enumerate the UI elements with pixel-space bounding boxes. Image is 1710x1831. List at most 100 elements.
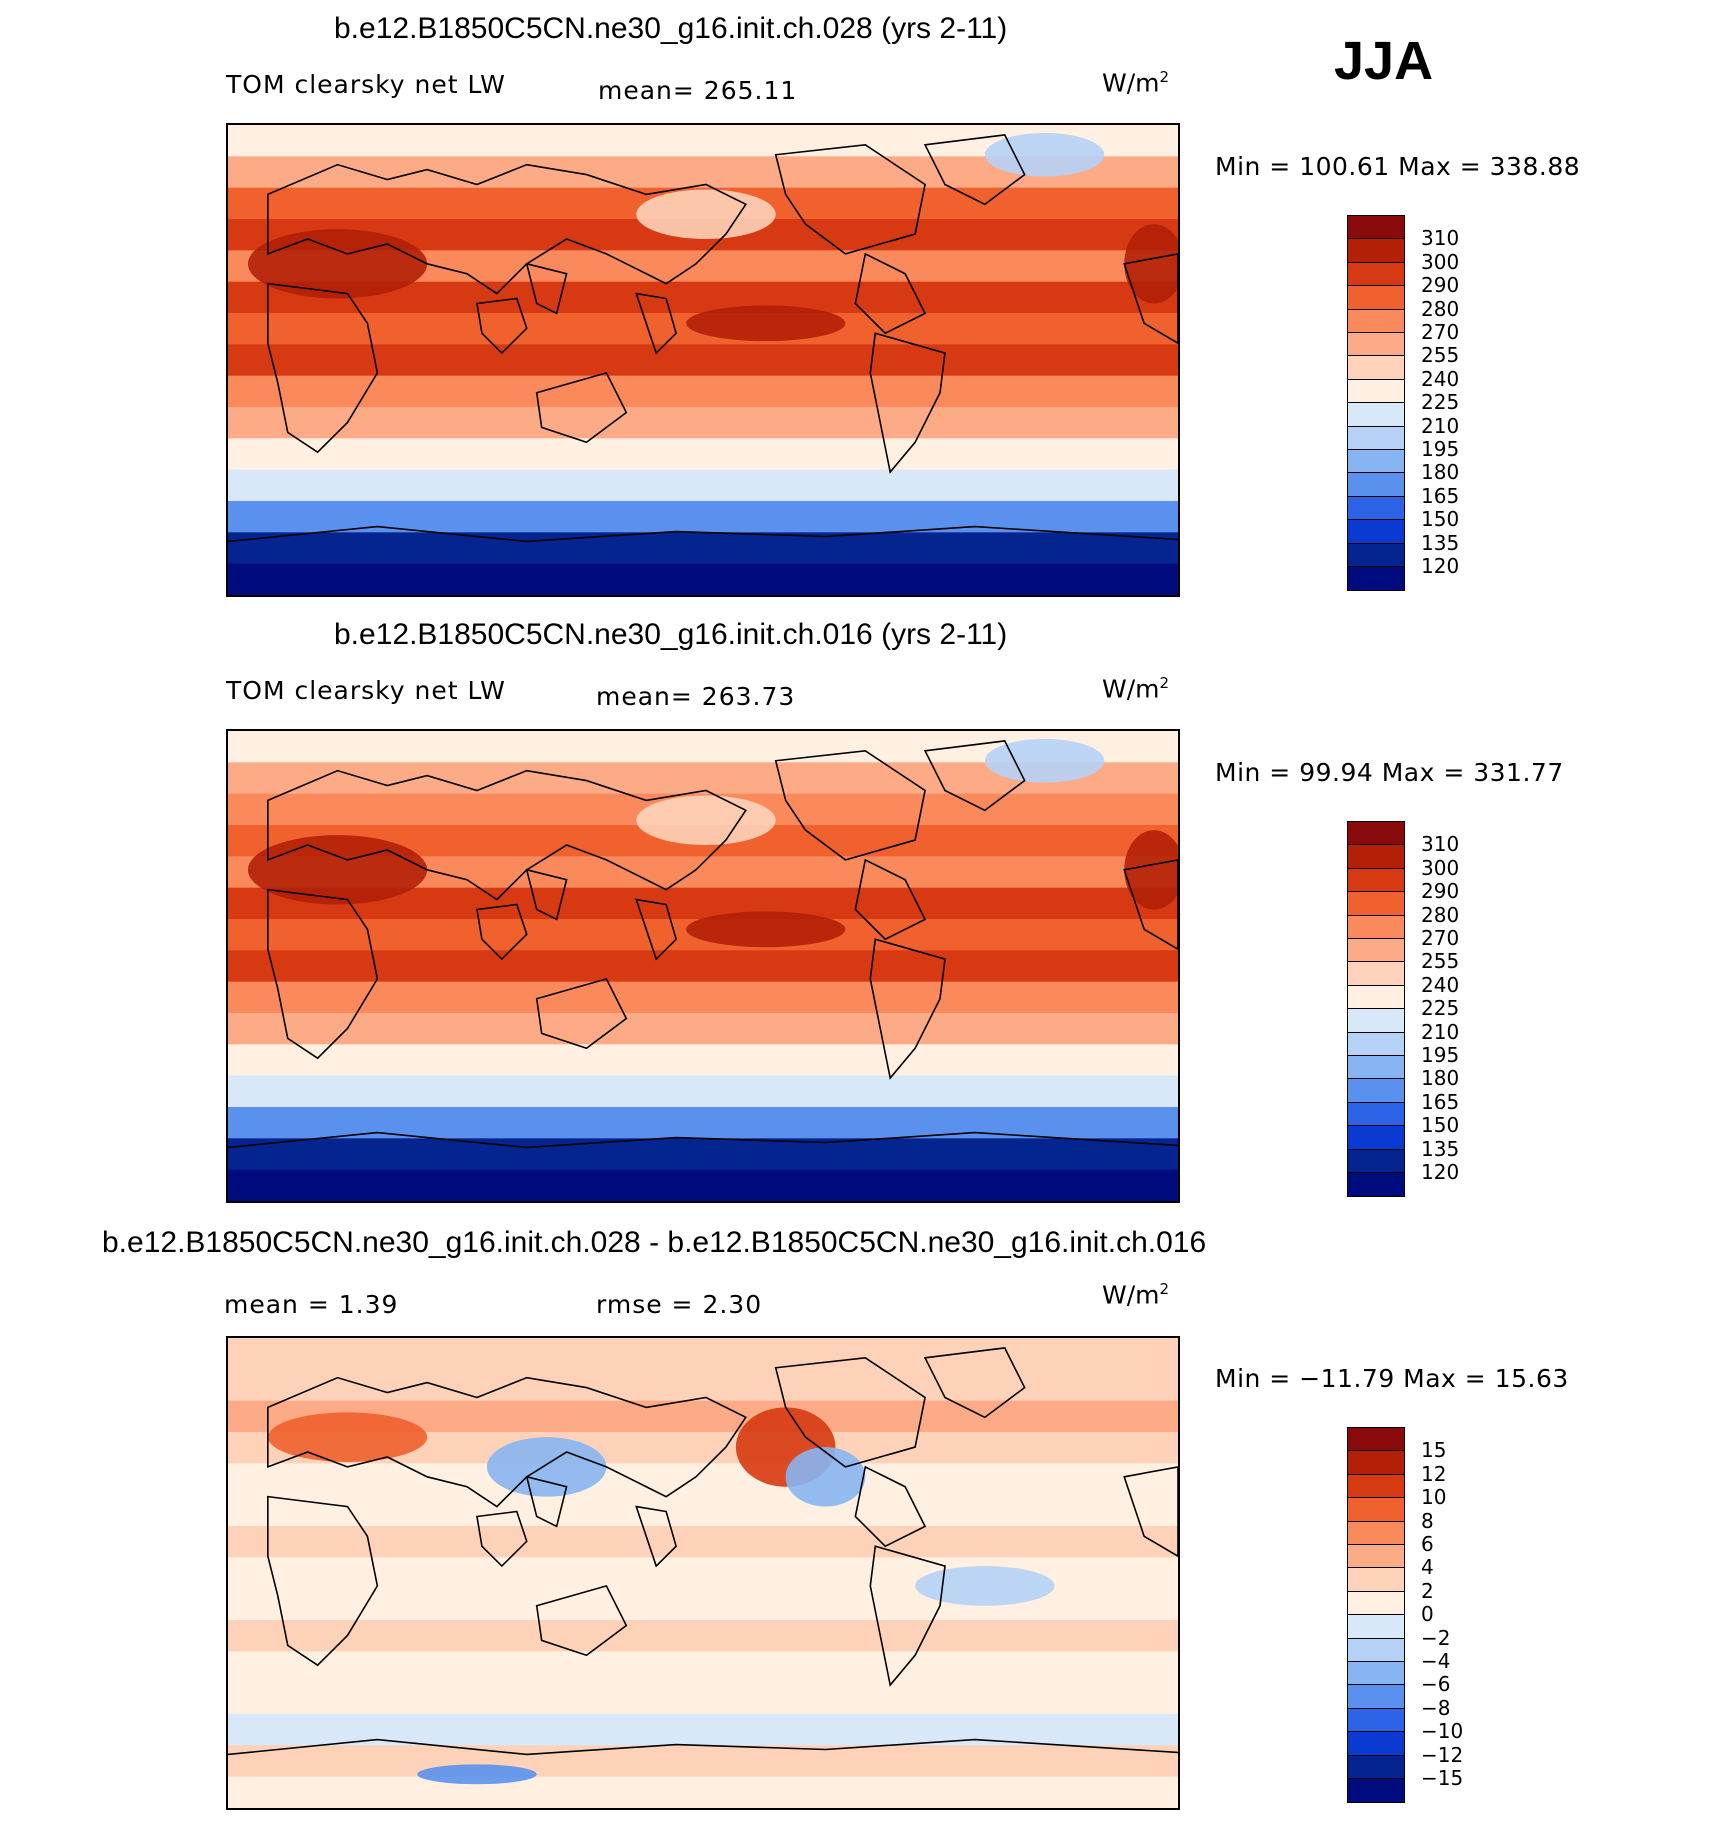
coastline — [476, 1510, 528, 1568]
map-latitude-band — [228, 1651, 1178, 1684]
panel-title: b.e12.B1850C5CN.ne30_g16.init.ch.028 (yr… — [334, 12, 1008, 45]
coastline — [535, 371, 628, 444]
coastline — [525, 868, 568, 921]
colorbar-swatch — [1347, 938, 1405, 963]
coastline — [869, 332, 946, 474]
coastline — [774, 144, 926, 255]
colorbar-swatch — [1347, 1055, 1405, 1080]
colorbar-tick-label: 255 — [1421, 949, 1460, 974]
map-latitude-band — [228, 375, 1178, 408]
map-anomaly-blob — [267, 1412, 428, 1462]
colorbar-swatch — [1347, 1125, 1405, 1150]
map-latitude-band — [228, 1682, 1178, 1715]
min-max-label: Min = −11.79 Max = 15.63 — [1215, 1364, 1569, 1393]
colorbar-tick-label: 225 — [1421, 996, 1460, 1021]
colorbar-swatch — [1347, 1008, 1405, 1033]
colorbar-swatch — [1347, 984, 1405, 1010]
colorbar-tick-label: 0 — [1421, 1602, 1434, 1627]
map-latitude-band — [228, 1138, 1178, 1171]
map-anomaly-blob — [686, 305, 846, 342]
coastline — [635, 898, 678, 961]
map-anomaly-blob — [417, 1764, 537, 1785]
colorbar-swatch — [1347, 1637, 1405, 1662]
coastline — [1123, 859, 1178, 951]
coastline — [774, 750, 926, 861]
colorbar-swatch — [1347, 449, 1405, 474]
coastline — [854, 858, 927, 941]
coastline — [267, 1376, 747, 1508]
colorbar-tick-label: 195 — [1421, 437, 1460, 461]
panel-title: b.e12.B1850C5CN.ne30_g16.init.ch.028 - b… — [102, 1226, 1207, 1259]
map-latitude-band — [228, 1338, 1178, 1371]
colorbar-swatch — [1347, 1031, 1405, 1056]
colorbar-tick-label: 195 — [1421, 1043, 1460, 1067]
colorbar-tick-label: −8 — [1421, 1695, 1451, 1720]
mean-label: mean = 1.39 — [224, 1290, 399, 1319]
map-plot — [226, 1336, 1180, 1810]
colorbar-swatch — [1347, 261, 1405, 287]
variable-label: TOM clearsky net LW — [226, 676, 506, 705]
colorbar-swatch — [1347, 1590, 1405, 1616]
colorbar-swatch — [1347, 1707, 1405, 1733]
map-latitude-band — [228, 1044, 1178, 1077]
colorbar-swatch — [1347, 1778, 1405, 1804]
rmse-label: rmse = 2.30 — [596, 1290, 763, 1319]
colorbar-swatch — [1347, 844, 1405, 869]
colorbar-swatch — [1347, 1684, 1405, 1709]
map-latitude-band — [228, 532, 1178, 565]
coastline — [854, 252, 927, 335]
colorbar-swatch — [1347, 238, 1405, 263]
map-latitude-band — [228, 344, 1178, 377]
coastline — [869, 938, 946, 1080]
coastline — [525, 1475, 568, 1528]
units-label: W/m2 — [1102, 68, 1170, 98]
colorbar-tick-label: 150 — [1421, 507, 1460, 532]
colorbar-tick-label: 270 — [1421, 320, 1460, 344]
colorbar-tick-label: 280 — [1421, 902, 1460, 927]
map-latitude-band — [228, 563, 1178, 595]
coastline — [535, 977, 628, 1050]
colorbar-swatch — [1347, 425, 1405, 450]
coastline — [923, 740, 1026, 812]
map-latitude-band — [228, 1714, 1178, 1747]
colorbar-swatch — [1347, 1101, 1405, 1127]
colorbar-swatch — [1347, 821, 1405, 846]
colorbar-tick-label: 165 — [1421, 483, 1460, 508]
colorbar-tick-label: −15 — [1421, 1766, 1464, 1790]
map-latitude-band — [228, 501, 1178, 534]
coastline — [267, 888, 379, 1060]
colorbar-tick-label: 2 — [1421, 1578, 1434, 1603]
colorbar-tick-label: 255 — [1421, 343, 1460, 368]
coastline — [535, 1584, 628, 1657]
map-latitude-band — [228, 1494, 1178, 1527]
coastline — [267, 163, 747, 295]
colorbar-tick-label: 310 — [1421, 226, 1460, 251]
coastline — [1123, 253, 1178, 345]
colorbar-tick-label: 10 — [1421, 1485, 1447, 1510]
map-latitude-band — [228, 438, 1178, 471]
coastline — [476, 903, 528, 961]
colorbar-swatch — [1347, 1427, 1405, 1452]
colorbar-tick-label: 280 — [1421, 296, 1460, 321]
colorbar-tick-label: 12 — [1421, 1461, 1447, 1486]
mean-label: mean= 263.73 — [596, 682, 796, 711]
coastline — [854, 1465, 927, 1548]
units-label: W/m2 — [1102, 674, 1170, 704]
coastline — [635, 292, 678, 355]
variable-label: TOM clearsky net LW — [226, 70, 506, 99]
coastline — [228, 1131, 1178, 1149]
map-anomaly-blob — [785, 1447, 866, 1507]
map-anomaly-blob — [984, 738, 1105, 783]
colorbar-swatch — [1347, 1078, 1405, 1103]
map-anomaly-blob — [984, 132, 1105, 177]
colorbar-swatch — [1347, 1754, 1405, 1779]
mean-label: mean= 265.11 — [598, 76, 798, 105]
coastline — [635, 1505, 678, 1568]
colorbar-swatch — [1347, 402, 1405, 427]
map-latitude-band — [228, 1620, 1178, 1653]
colorbar-tick-label: 240 — [1421, 972, 1460, 997]
colorbar-swatch — [1347, 914, 1405, 939]
colorbar-swatch — [1347, 1473, 1405, 1499]
colorbar-swatch — [1347, 495, 1405, 521]
coastline — [267, 769, 747, 901]
